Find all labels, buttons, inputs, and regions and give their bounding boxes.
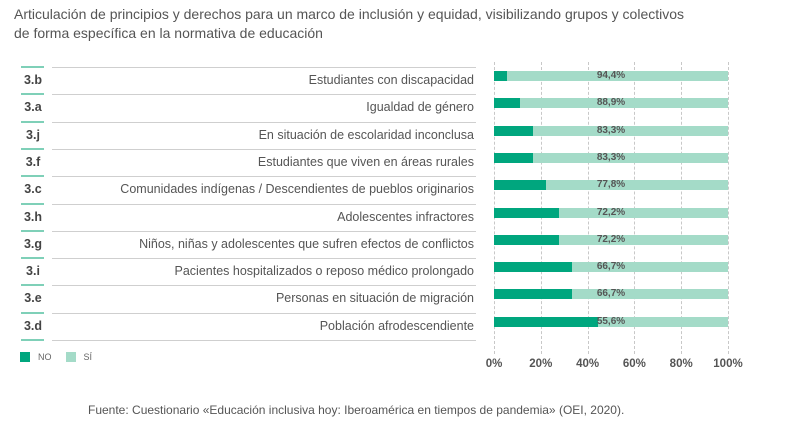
chart-row: 3.h Adolescentes infractores 72,2% <box>0 202 800 231</box>
row-separator <box>52 230 476 232</box>
chart-row: 3.d Población afrodescendiente 55,6% <box>0 311 800 340</box>
bar-data-label: 94,4% <box>596 70 626 81</box>
code-separator <box>21 147 44 150</box>
source-note: Fuente: Cuestionario «Educación inclusiv… <box>88 403 625 417</box>
bar-no <box>494 316 598 327</box>
code-separator <box>21 202 44 205</box>
chart-row: 3.c Comunidades indígenas / Descendientes… <box>0 175 800 203</box>
bar-si <box>559 207 728 218</box>
chart-row: 3.j En situación de escolaridad inconclus… <box>0 120 800 149</box>
code-separator <box>21 257 44 260</box>
bar-no <box>494 262 572 273</box>
legend-label-si: SÍ <box>83 352 93 362</box>
bar-data-label: 83,3% <box>596 151 626 163</box>
category-label: Personas en situación de migración <box>275 291 474 306</box>
grid-line <box>728 62 729 354</box>
code-separator <box>21 175 44 178</box>
bar-si <box>571 289 728 300</box>
row-code: 3.b <box>23 73 43 87</box>
bar-no <box>494 180 546 191</box>
bar-data-label: 66,7% <box>596 288 626 300</box>
category-label: Comunidades indígenas / Descendientes de… <box>120 182 474 197</box>
bar-no <box>494 125 534 136</box>
row-code: 3.g <box>23 236 43 251</box>
row-separator <box>52 340 476 341</box>
x-tick-label: 0% <box>485 358 503 370</box>
bar-si <box>571 262 728 273</box>
bar-si <box>507 71 728 81</box>
category-label: Pacientes hospitalizados o reposo médico… <box>174 264 475 279</box>
legend-swatch-si <box>65 352 76 362</box>
category-label: Estudiantes con discapacidad <box>308 73 474 87</box>
code-separator <box>21 311 44 314</box>
bar-data-label: 72,2% <box>596 233 626 245</box>
category-label: Igualdad de género <box>366 100 474 115</box>
bar-no <box>494 234 560 245</box>
bar-no <box>494 152 534 163</box>
row-code: 3.j <box>26 127 40 142</box>
chart-title-line-1: Articulación de principios y derechos pa… <box>14 6 685 22</box>
category-label: Estudiantes que viven en áreas rurales <box>257 154 474 169</box>
x-tick-label: 80% <box>669 358 693 370</box>
row-separator <box>52 312 476 314</box>
row-code: 3.h <box>23 209 43 224</box>
x-tick-label: 60% <box>622 358 646 370</box>
row-separator <box>52 203 476 205</box>
row-separator <box>52 176 476 178</box>
bar-si <box>533 152 728 163</box>
chart-row: 3.b Estudiantes con discapacidad 94,4% <box>0 66 800 94</box>
bar-data-label: 77,8% <box>596 179 626 191</box>
category-label: Niños, niñas y adolescentes que sufren e… <box>139 236 474 251</box>
code-separator <box>21 339 44 341</box>
legend-swatch-no <box>20 352 30 362</box>
bar-si <box>533 125 728 136</box>
chart-row: 3.a Igualdad de género 88,9% <box>0 93 800 121</box>
legend-label-no: NO <box>38 352 52 362</box>
row-code: 3.a <box>24 100 42 115</box>
bar-no <box>494 207 560 218</box>
row-code: 3.f <box>25 154 41 169</box>
x-tick-label: 20% <box>529 358 553 370</box>
code-separator <box>21 120 44 123</box>
chart-row: 3.i Pacientes hospitalizados o reposo méd… <box>0 257 800 285</box>
row-separator <box>52 285 476 287</box>
row-code: 3.d <box>23 318 43 333</box>
chart-row: 3.e Personas en situación de migración 66,… <box>0 284 800 312</box>
row-separator <box>52 67 476 68</box>
row-code: 3.e <box>24 291 42 306</box>
chart-title-line-2: de forma específica en la normativa de e… <box>14 25 323 41</box>
row-separator <box>52 121 476 123</box>
x-tick-label: 40% <box>576 358 600 370</box>
chart-title: Articulación de principios y derechos pa… <box>14 5 684 43</box>
bar-si <box>559 234 728 245</box>
bar-data-label: 55,6% <box>596 315 626 327</box>
code-separator <box>21 229 44 232</box>
category-label: Adolescentes infractores <box>337 209 474 224</box>
bar-no <box>494 98 520 109</box>
category-label: En situación de escolaridad inconclusa <box>258 127 474 142</box>
code-separator <box>21 66 44 68</box>
row-separator <box>52 258 476 260</box>
x-tick-label: 100% <box>713 358 743 370</box>
bar-data-label: 72,2% <box>596 206 626 218</box>
bar-data-label: 83,3% <box>596 124 626 136</box>
category-label: Población afrodescendiente <box>319 318 474 333</box>
bar-no <box>494 71 508 81</box>
row-code: 3.i <box>26 264 40 279</box>
legend: NO SÍ <box>20 352 106 362</box>
row-separator <box>52 94 476 96</box>
bar-si <box>545 180 728 191</box>
code-separator <box>21 284 44 287</box>
bar-si <box>519 98 728 109</box>
row-separator <box>52 148 476 150</box>
chart-row: 3.f Estudiantes que viven en áreas rurale… <box>0 147 800 176</box>
bar-si <box>597 316 728 327</box>
row-code: 3.c <box>24 182 42 197</box>
bar-data-label: 66,7% <box>596 261 626 273</box>
bar-no <box>494 289 572 300</box>
code-separator <box>21 93 44 96</box>
bar-data-label: 88,9% <box>596 97 626 109</box>
chart-row: 3.g Niños, niñas y adolescentes que sufre… <box>0 229 800 258</box>
